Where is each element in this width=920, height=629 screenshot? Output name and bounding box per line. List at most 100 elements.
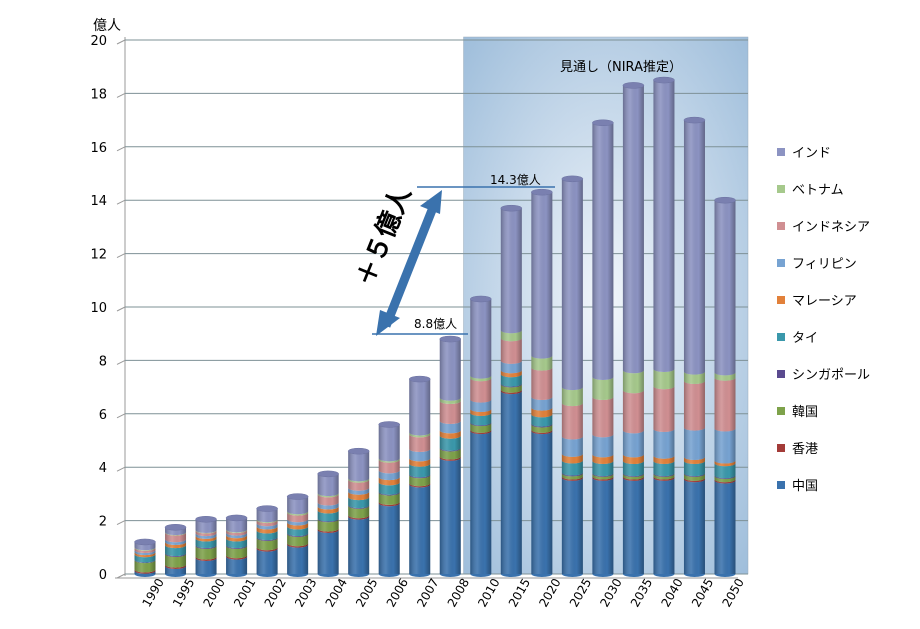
bar-top xyxy=(317,470,339,478)
gridline-diagonal xyxy=(116,146,126,152)
x-tick-label: 2040 xyxy=(658,576,685,609)
bar-stack-2050 xyxy=(714,196,736,577)
legend-swatch xyxy=(777,185,785,193)
legend-item-香港: 香港 xyxy=(777,442,818,457)
y-tick-label: 20 xyxy=(90,34,107,49)
bar-shading xyxy=(378,424,400,574)
legend-label: 韓国 xyxy=(792,405,818,420)
legend-label: マレーシア xyxy=(792,294,857,309)
legend-label: フィリピン xyxy=(792,257,857,272)
x-tick-label: 2005 xyxy=(353,576,380,609)
legend-label: タイ xyxy=(792,331,818,346)
legend-item-インドネシア: インドネシア xyxy=(777,220,870,235)
bar-shading xyxy=(500,208,522,574)
bar-shading xyxy=(622,85,644,574)
bar-stack-2002 xyxy=(256,505,278,577)
x-tick-label: 2001 xyxy=(231,576,258,609)
legend-swatch xyxy=(777,407,785,415)
y-tick-label: 4 xyxy=(99,461,107,476)
legend-label: シンガポール xyxy=(792,368,870,383)
x-tick-label: 2020 xyxy=(536,576,563,609)
x-tick-label: 2000 xyxy=(201,576,228,609)
x-tick-label: 2004 xyxy=(323,576,350,609)
bar-stack-1995 xyxy=(164,524,187,577)
x-tick-label: 2008 xyxy=(445,576,472,609)
bar-shading xyxy=(470,298,492,574)
x-tick-label: 2007 xyxy=(414,576,441,609)
bar-top xyxy=(256,505,278,512)
bar-top xyxy=(378,421,400,428)
legend-label: 中国 xyxy=(792,479,818,494)
bar-shading xyxy=(561,178,583,574)
bar-shading xyxy=(195,519,217,574)
bar-stack-2020 xyxy=(531,188,553,577)
gridline-diagonal xyxy=(116,92,126,98)
gridline-diagonal xyxy=(116,39,126,45)
bar-top xyxy=(561,175,584,183)
x-tick-label: 1990 xyxy=(139,576,166,609)
legend-label: インドネシア xyxy=(792,220,870,235)
gridline-diagonal xyxy=(116,573,126,579)
bar-top xyxy=(531,188,553,196)
bar-shading xyxy=(317,473,339,574)
bar-shading xyxy=(683,120,705,574)
x-tick-label: 2035 xyxy=(628,576,655,609)
y-tick-label: 12 xyxy=(90,248,107,263)
bar-stack-2045 xyxy=(683,116,706,577)
legend-swatch xyxy=(777,296,785,304)
legend-swatch xyxy=(777,444,785,452)
x-tick-label: 2030 xyxy=(597,576,624,609)
bar-stack-2007 xyxy=(408,375,431,577)
bar-stack-2015 xyxy=(500,204,523,577)
y-tick-label: 16 xyxy=(90,141,107,156)
y-tick-label: 10 xyxy=(90,301,107,316)
gridline-diagonal xyxy=(116,466,126,472)
bar-stack-2000 xyxy=(195,516,217,577)
bar-stack-2008 xyxy=(439,335,462,577)
bar-top xyxy=(714,196,736,204)
bar-top xyxy=(134,538,156,546)
x-tick-label: 2003 xyxy=(292,576,319,609)
gridline-diagonal xyxy=(116,520,126,526)
bar-shading xyxy=(409,379,431,574)
bar-shading xyxy=(287,496,309,574)
bar-stack-2030 xyxy=(592,119,614,577)
bar-stack-1990 xyxy=(134,538,156,577)
bar-stack-2004 xyxy=(317,470,339,577)
label-2008: 8.8億人 xyxy=(414,317,457,331)
x-tick-label: 2025 xyxy=(567,576,594,609)
legend-swatch xyxy=(777,333,785,341)
bar-stack-2005 xyxy=(347,447,370,577)
bar-stack-2040 xyxy=(653,76,675,577)
bar-shading xyxy=(256,508,278,574)
bar-stack-2010 xyxy=(470,295,492,577)
legend-swatch xyxy=(777,370,785,378)
x-tick-label: 2050 xyxy=(719,576,746,609)
bar-shading xyxy=(714,200,736,574)
y-tick-label: 8 xyxy=(99,354,107,369)
bar-shading xyxy=(348,451,370,574)
bar-stack-2006 xyxy=(378,421,400,577)
x-tick-label: 2015 xyxy=(506,576,533,609)
bar-stack-2025 xyxy=(561,175,584,577)
bar-top xyxy=(286,493,309,500)
bar-shading xyxy=(653,80,675,575)
gridline-diagonal xyxy=(116,413,126,419)
bar-top xyxy=(195,516,217,523)
bar-shading xyxy=(531,192,553,574)
bar-top xyxy=(470,295,492,303)
legend-label: 香港 xyxy=(792,442,818,457)
legend-swatch xyxy=(777,148,785,156)
legend-item-ベトナム: ベトナム xyxy=(777,183,844,198)
gridline-diagonal xyxy=(116,306,126,312)
legend-swatch xyxy=(777,259,785,267)
y-axis-label: 億人 xyxy=(93,18,121,34)
gridline-diagonal xyxy=(116,359,126,365)
label-2020: 14.3億人 xyxy=(490,173,541,187)
legend-item-タイ: タイ xyxy=(777,331,818,346)
y-tick-label: 14 xyxy=(90,194,107,209)
legend-item-シンガポール: シンガポール xyxy=(777,368,870,383)
bar-top xyxy=(592,119,614,127)
legend-item-韓国: 韓国 xyxy=(777,405,818,420)
